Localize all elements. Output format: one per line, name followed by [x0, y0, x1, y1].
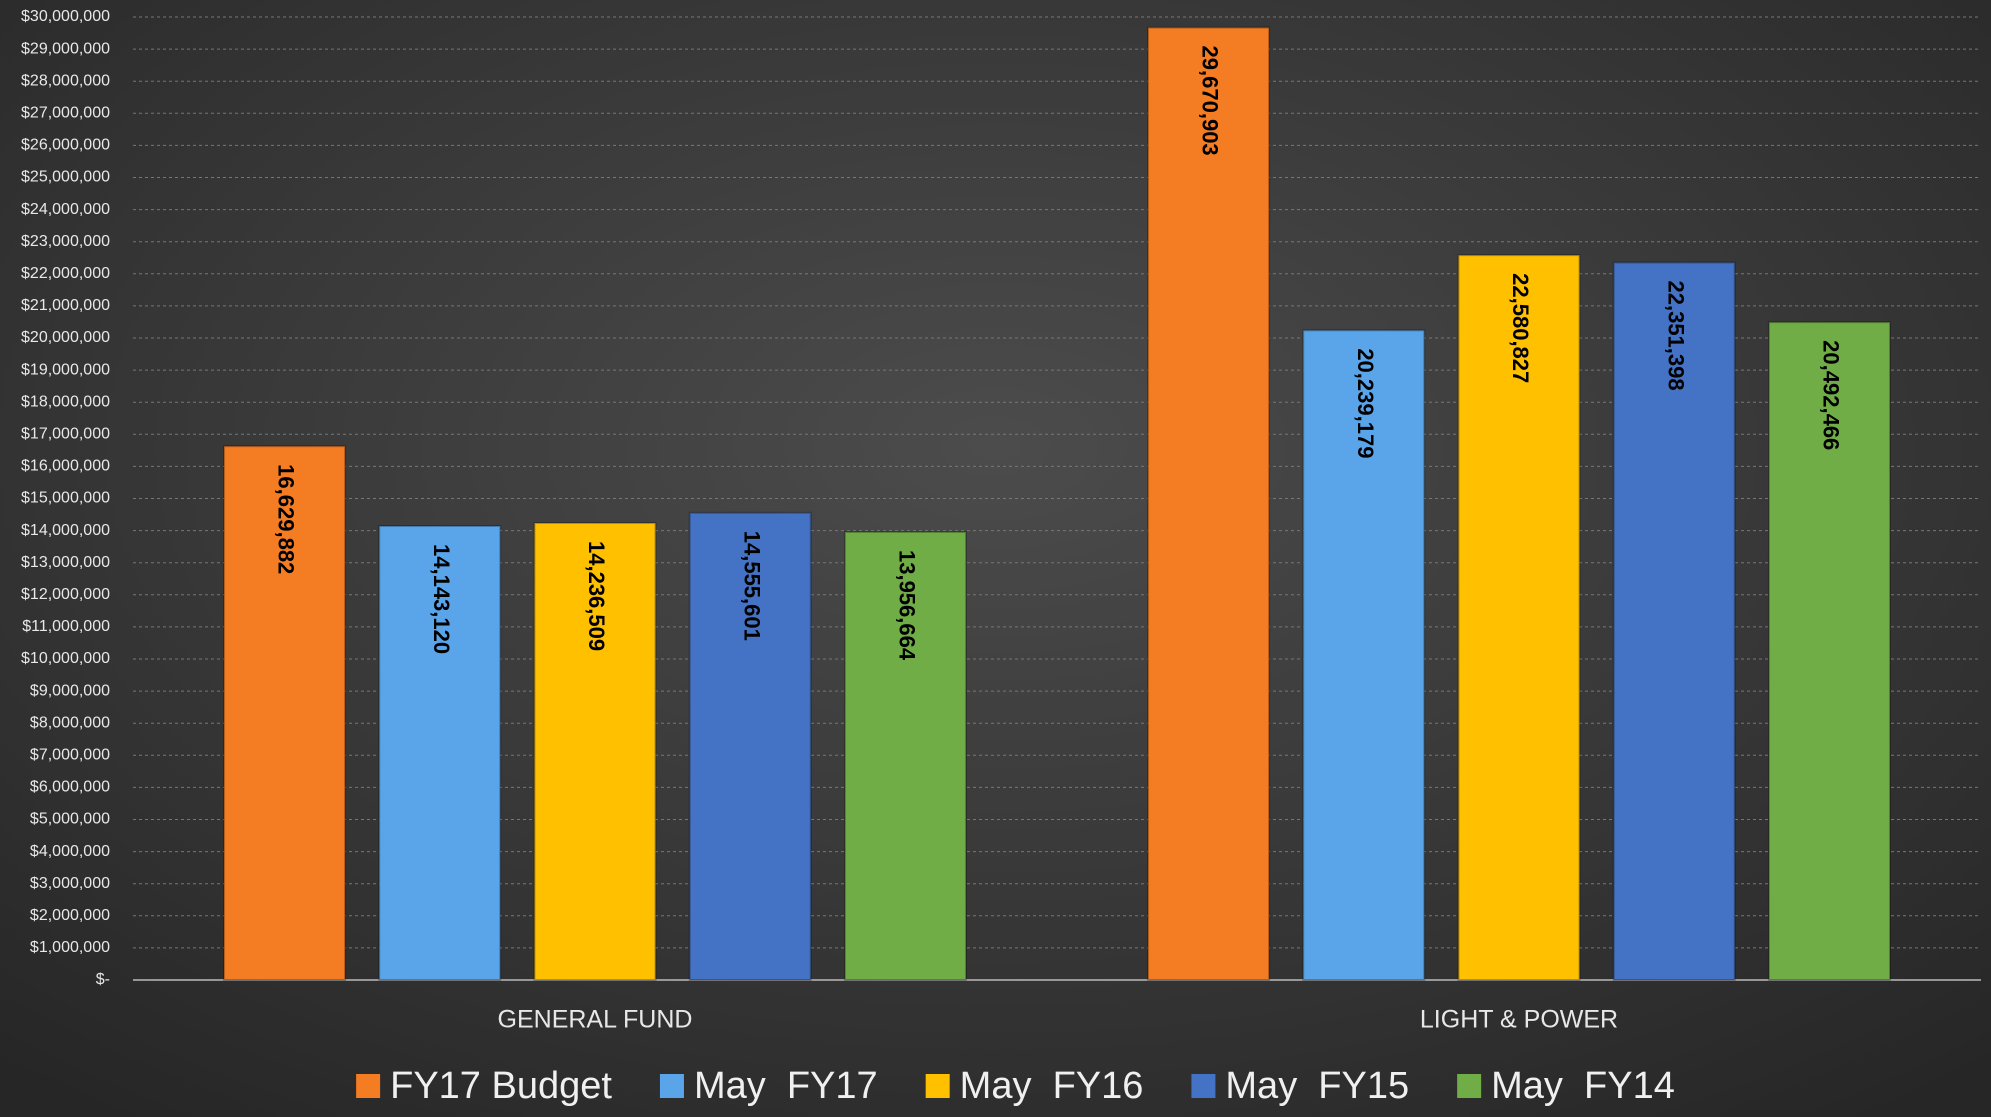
y-tick-label: $20,000,000	[21, 329, 110, 346]
data-label: 14,555,601	[739, 531, 764, 641]
data-label: 14,236,509	[584, 541, 609, 651]
legend-swatch	[925, 1074, 950, 1098]
y-tick-label: $21,000,000	[21, 297, 110, 314]
data-label: 14,143,120	[429, 544, 454, 654]
bar	[378, 525, 502, 981]
bar	[688, 511, 812, 981]
y-tick-label: $13,000,000	[21, 554, 110, 571]
data-label: 13,956,664	[895, 550, 920, 661]
legend-label: May FY15	[1225, 1065, 1409, 1107]
legend-label: May FY14	[1491, 1065, 1675, 1107]
y-tick-label: $28,000,000	[21, 72, 110, 89]
y-tick-label: $27,000,000	[21, 105, 110, 122]
y-tick-label: $5,000,000	[30, 811, 110, 828]
y-tick-label: $11,000,000	[22, 618, 110, 635]
legend-swatch	[356, 1074, 381, 1098]
x-tick-label: GENERAL FUND	[498, 1006, 693, 1034]
y-tick-label: $8,000,000	[30, 714, 110, 731]
legend-label: May FY17	[694, 1065, 878, 1107]
y-tick-label: $9,000,000	[30, 682, 110, 699]
legend-label: FY17 Budget	[390, 1065, 612, 1107]
bar	[1147, 26, 1271, 981]
bar	[1302, 329, 1426, 982]
bar	[533, 522, 657, 981]
y-tick-label: $29,000,000	[21, 40, 110, 57]
y-tick-label: $25,000,000	[21, 169, 110, 186]
bar	[843, 530, 967, 981]
y-tick-label: $24,000,000	[21, 201, 110, 218]
y-tick-label: $26,000,000	[21, 137, 110, 154]
y-tick-label: $18,000,000	[21, 393, 110, 410]
legend-swatch	[1191, 1074, 1216, 1098]
y-tick-label: $12,000,000	[21, 586, 110, 603]
y-tick-label: $10,000,000	[21, 650, 110, 667]
bar	[1767, 321, 1891, 981]
y-tick-label: $30,000,000	[21, 8, 110, 25]
y-tick-label: $19,000,000	[21, 361, 110, 378]
y-tick-label: $15,000,000	[21, 490, 110, 507]
y-tick-label: $2,000,000	[30, 907, 110, 924]
data-label: 22,580,827	[1508, 273, 1533, 383]
legend-swatch	[1457, 1074, 1482, 1098]
bar	[1457, 254, 1581, 981]
data-label: 20,492,466	[1819, 340, 1844, 450]
y-tick-label: $23,000,000	[21, 233, 110, 250]
y-tick-label: $-	[96, 971, 110, 988]
bar	[223, 445, 347, 981]
y-tick-label: $6,000,000	[30, 779, 110, 796]
data-label: 29,670,903	[1198, 46, 1223, 156]
y-tick-label: $3,000,000	[30, 875, 110, 892]
legend-label: May FY16	[960, 1065, 1144, 1107]
data-label: 22,351,398	[1663, 281, 1688, 391]
bar	[1612, 261, 1736, 981]
legend-swatch	[659, 1074, 684, 1098]
y-tick-label: $4,000,000	[30, 843, 110, 860]
data-label: 20,239,179	[1353, 348, 1378, 458]
y-tick-label: $22,000,000	[21, 265, 110, 282]
y-tick-label: $7,000,000	[30, 747, 110, 764]
y-tick-label: $14,000,000	[21, 522, 110, 539]
y-tick-label: $17,000,000	[21, 426, 110, 443]
data-label: 16,629,882	[274, 464, 299, 574]
y-tick-label: $1,000,000	[30, 939, 110, 956]
y-tick-label: $16,000,000	[21, 458, 110, 475]
x-tick-label: LIGHT & POWER	[1420, 1006, 1618, 1034]
